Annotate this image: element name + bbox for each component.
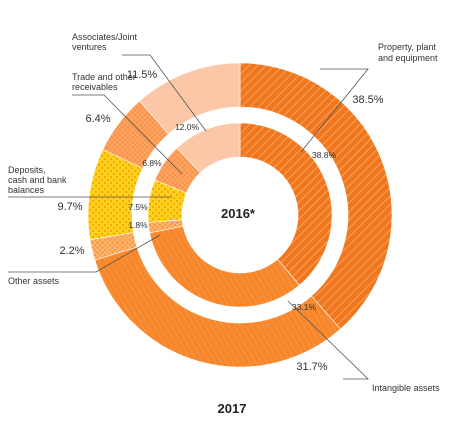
leader-intangible-assets — [287, 300, 369, 380]
inner-value-label-intangible-assets: 33.1% — [292, 302, 317, 312]
outer-slice-associates-joint-ventures — [139, 62, 241, 135]
category-label-deposits-cash-and-bank-balances-line-1: Deposits, — [8, 165, 46, 175]
category-label-associates-joint-ventures-line-1: Associates/Joint — [72, 32, 138, 42]
outer-value-label-deposits-cash-and-bank-balances: 9.7% — [57, 201, 82, 213]
category-label-deposits-cash-and-bank-balances-line-2: cash and bank — [8, 175, 67, 185]
outer-value-label-associates-joint-ventures: 11.5% — [127, 69, 158, 81]
leader-associates-joint-ventures — [122, 54, 207, 132]
center-label: 2016* — [221, 206, 256, 221]
outer-value-label-intangible-assets: 31.7% — [296, 361, 327, 373]
inner-value-label-associates-joint-ventures: 12.0% — [175, 122, 200, 132]
leader-property-plant-and-equipment — [300, 68, 369, 153]
chart-labels: 38.5% 31.7% 2.2% 9.7% 6.4% 11.5% 38.8% 33.1% 1.8… — [8, 32, 440, 393]
category-label-property-plant-and-equipment-line-1: Property, plant — [378, 42, 436, 52]
category-label-deposits-cash-and-bank-balances-line-3: balances — [8, 185, 45, 195]
category-label-associates-joint-ventures-line-2: ventures — [72, 42, 107, 52]
outer-value-label-other-assets: 2.2% — [59, 245, 84, 257]
category-label-other-assets: Other assets — [8, 276, 60, 286]
category-label-trade-and-other-receivables-line-1: Trade and other — [72, 72, 136, 82]
inner-value-label-deposits-cash-and-bank-balances: 7.5% — [128, 202, 148, 212]
inner-value-label-property-plant-and-equipment: 38.8% — [312, 150, 337, 160]
outer-value-label-property-plant-and-equipment: 38.5% — [352, 94, 383, 106]
inner-ring-2016 — [147, 122, 333, 308]
category-label-property-plant-and-equipment-line-2: and equipment — [378, 53, 438, 63]
leader-other-assets — [8, 234, 161, 273]
inner-value-label-other-assets: 1.8% — [128, 220, 148, 230]
category-label-trade-and-other-receivables-line-2: receivables — [72, 82, 118, 92]
inner-slice-associates-joint-ventures — [176, 122, 241, 174]
outer-slice-intangible-assets — [94, 246, 341, 368]
leader-lines — [8, 54, 369, 380]
category-label-intangible-assets: Intangible assets — [372, 383, 440, 393]
chart-title: 2017 — [218, 401, 247, 416]
outer-value-label-trade-and-other-receivables: 6.4% — [85, 113, 110, 125]
inner-slice-intangible-assets — [149, 225, 300, 308]
outer-slice-property-plant-and-equipment — [239, 62, 393, 330]
inner-slice-property-plant-and-equipment — [239, 122, 333, 286]
outer-ring-2017 — [87, 62, 393, 368]
leader-trade-and-other-receivables — [72, 94, 183, 175]
inner-value-label-trade-and-other-receivables: 6.8% — [142, 158, 162, 168]
